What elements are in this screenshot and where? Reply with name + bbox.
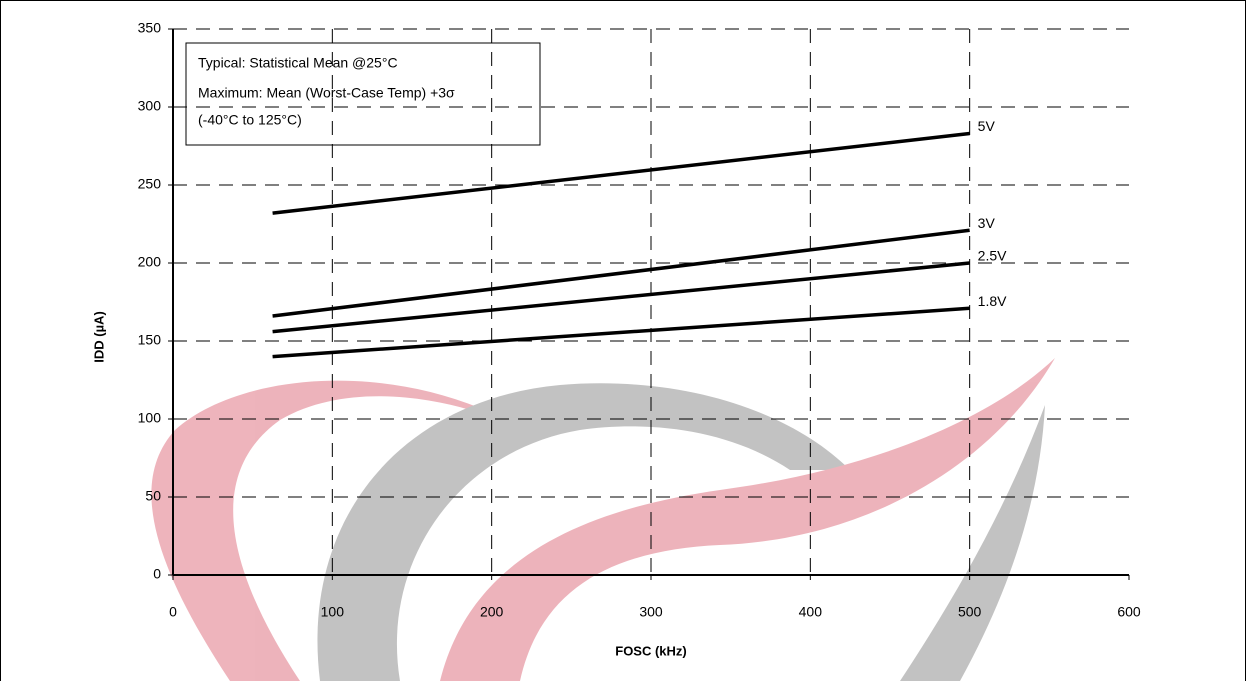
annotation: Maximum: Mean (Worst-Case Temp) +3σ (198, 85, 455, 101)
x-tick-label: 400 (799, 604, 823, 620)
series-label: 5V (978, 118, 996, 134)
x-tick-label: 600 (1117, 604, 1141, 620)
y-tick-label: 0 (153, 566, 161, 582)
series-line (272, 306, 970, 359)
y-tick-label: 250 (138, 176, 162, 192)
series-label: 2.5V (978, 248, 1007, 264)
annotation: (-40°C to 125°C) (198, 112, 302, 128)
series-label: 3V (978, 215, 996, 231)
series-line (272, 261, 970, 334)
x-tick-label: 300 (639, 604, 663, 620)
y-axis-label: IDD (µA) (91, 311, 106, 363)
x-tick-label: 200 (480, 604, 504, 620)
x-tick-label: 500 (958, 604, 982, 620)
y-tick-label: 350 (138, 20, 162, 36)
x-tick-label: 0 (169, 604, 177, 620)
annotation-box (185, 42, 541, 146)
y-tick-label: 50 (145, 488, 161, 504)
y-tick-label: 100 (138, 410, 162, 426)
series-line (272, 131, 970, 215)
x-axis-label: FOSC (kHz) (615, 643, 687, 658)
y-tick-label: 300 (138, 98, 162, 114)
watermark (151, 358, 1055, 681)
y-tick-label: 200 (138, 254, 162, 270)
series-line (272, 228, 970, 318)
annotation: Typical: Statistical Mean @25°C (198, 55, 398, 71)
y-tick-label: 150 (138, 332, 162, 348)
series-label: 1.8V (978, 293, 1007, 309)
x-tick-label: 100 (321, 604, 345, 620)
